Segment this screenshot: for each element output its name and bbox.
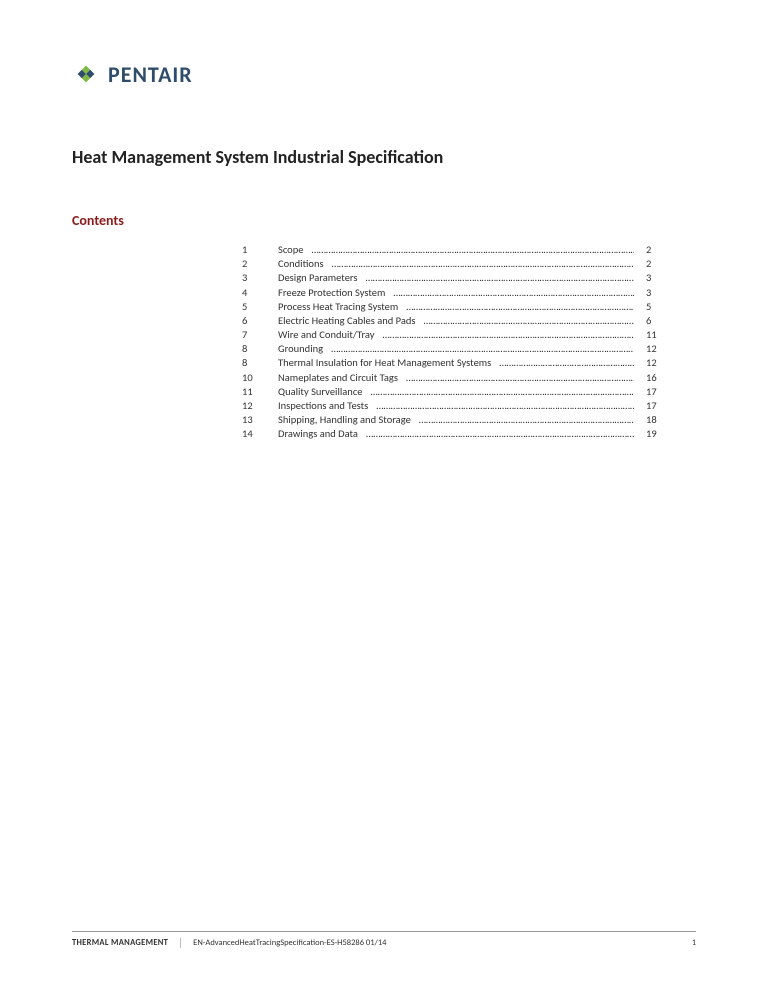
toc-leader-dots [393, 286, 634, 300]
toc-section-number: 10 [242, 371, 270, 385]
toc-section-number: 7 [242, 328, 270, 342]
toc-row: 8 Grounding 12 [242, 342, 662, 356]
table-of-contents: 1Scope22Conditions23Design Parameters34F… [242, 243, 662, 441]
toc-row: 14 Drawings and Data 19 [242, 427, 662, 441]
toc-leader-dots [332, 257, 634, 271]
brand-logo: PENTAIR [72, 60, 696, 88]
toc-section-title: Freeze Protection System [278, 286, 385, 300]
toc-leader-dots [311, 243, 634, 257]
toc-section-number: 12 [242, 399, 270, 413]
toc-leader-dots [366, 427, 634, 441]
toc-section-number: 5 [242, 300, 270, 314]
toc-row: 12 Inspections and Tests 17 [242, 399, 662, 413]
toc-row: 7 Wire and Conduit/Tray 11 [242, 328, 662, 342]
toc-leader-dots [419, 413, 634, 427]
toc-section-number: 8 [242, 356, 270, 370]
toc-section-title: Grounding [278, 342, 323, 356]
toc-section-number: 11 [242, 385, 270, 399]
brand-name: PENTAIR [108, 61, 193, 88]
page-footer: THERMAL MANAGEMENT EN-AdvancedHeatTracin… [72, 931, 696, 948]
toc-section-number: 4 [242, 286, 270, 300]
toc-leader-dots [499, 356, 634, 370]
toc-page-number: 11 [642, 328, 662, 342]
toc-row: 13 Shipping, Handling and Storage 18 [242, 413, 662, 427]
toc-section-title: Inspections and Tests [278, 399, 368, 413]
toc-section-title: Drawings and Data [278, 427, 358, 441]
footer-page-number: 1 [692, 938, 696, 948]
toc-row: 6 Electric Heating Cables and Pads 6 [242, 314, 662, 328]
footer-section-label: THERMAL MANAGEMENT [72, 938, 181, 948]
toc-row: 3 Design Parameters 3 [242, 271, 662, 285]
toc-section-title: Electric Heating Cables and Pads [278, 314, 416, 328]
toc-section-number: 6 [242, 314, 270, 328]
toc-page-number: 17 [642, 385, 662, 399]
toc-section-title: Shipping, Handling and Storage [278, 413, 411, 427]
toc-leader-dots [406, 300, 634, 314]
toc-page-number: 3 [642, 271, 662, 285]
toc-section-title: Design Parameters [278, 271, 358, 285]
toc-section-number: 2 [242, 257, 270, 271]
toc-row: 10 Nameplates and Circuit Tags 16 [242, 371, 662, 385]
toc-section-number: 3 [242, 271, 270, 285]
toc-page-number: 6 [642, 314, 662, 328]
toc-section-title: Process Heat Tracing System [278, 300, 398, 314]
toc-row: 1 Scope 2 [242, 243, 662, 257]
toc-leader-dots [366, 271, 634, 285]
toc-row: 5 Process Heat Tracing System 5 [242, 300, 662, 314]
toc-page-number: 16 [642, 371, 662, 385]
toc-section-title: Conditions [278, 257, 324, 271]
toc-page-number: 17 [642, 399, 662, 413]
toc-page-number: 2 [642, 243, 662, 257]
toc-section-title: Thermal Insulation for Heat Management S… [278, 356, 491, 370]
toc-page-number: 19 [642, 427, 662, 441]
page-title: Heat Management System Industrial Specif… [72, 146, 696, 168]
toc-section-title: Nameplates and Circuit Tags [278, 371, 398, 385]
toc-row: 4 Freeze Protection System 3 [242, 286, 662, 300]
contents-heading: Contents [72, 212, 696, 229]
toc-leader-dots [382, 328, 634, 342]
toc-row: 2 Conditions 2 [242, 257, 662, 271]
pentair-mark-icon [72, 60, 100, 88]
toc-section-title: Wire and Conduit/Tray [278, 328, 374, 342]
toc-page-number: 12 [642, 342, 662, 356]
toc-leader-dots [406, 371, 634, 385]
toc-row: 8 Thermal Insulation for Heat Management … [242, 356, 662, 370]
footer-doc-id: EN-AdvancedHeatTracingSpecification-ES-H… [181, 938, 692, 948]
toc-leader-dots [331, 342, 634, 356]
toc-section-number: 13 [242, 413, 270, 427]
toc-section-title: Scope [278, 243, 303, 257]
toc-section-title: Quality Surveillance [278, 385, 362, 399]
toc-section-number: 14 [242, 427, 270, 441]
toc-row: 11 Quality Surveillance 17 [242, 385, 662, 399]
toc-leader-dots [376, 399, 634, 413]
toc-section-number: 8 [242, 342, 270, 356]
toc-page-number: 5 [642, 300, 662, 314]
page: PENTAIR Heat Management System Industria… [0, 0, 768, 994]
toc-page-number: 2 [642, 257, 662, 271]
toc-page-number: 3 [642, 286, 662, 300]
toc-page-number: 18 [642, 413, 662, 427]
toc-page-number: 12 [642, 356, 662, 370]
toc-section-number: 1 [242, 243, 270, 257]
toc-leader-dots [424, 314, 634, 328]
toc-leader-dots [370, 385, 634, 399]
